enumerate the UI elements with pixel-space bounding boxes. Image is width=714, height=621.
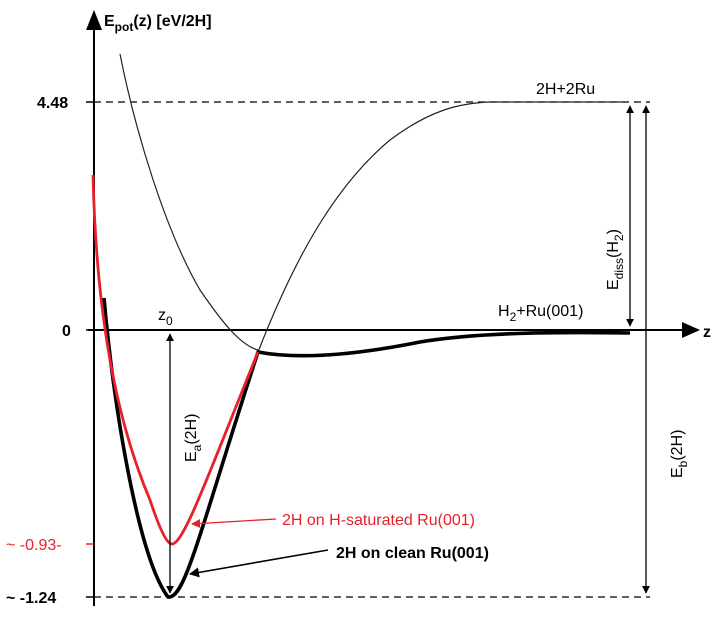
- black-curve-label: 2H on clean Ru(001): [336, 545, 489, 562]
- red-curve-label: 2H on H-saturated Ru(001): [282, 512, 475, 529]
- eb-rest: (2H): [669, 430, 686, 461]
- eb-label: Eb(2H): [669, 430, 690, 478]
- ediss-sub: diss: [612, 258, 626, 279]
- z0-label: z0: [158, 307, 173, 328]
- ediss-end: ): [605, 229, 622, 234]
- red-curve-pointer: [191, 518, 277, 529]
- y-axis-label-rest: (z) [eV/2H]: [133, 13, 211, 30]
- mid-state-rest: +Ru(001): [516, 303, 583, 320]
- tick-label-minus-0.93: ~ -0.93-: [6, 537, 62, 554]
- eb-sub: b: [676, 460, 690, 467]
- y-axis-arrowhead: [86, 10, 102, 30]
- ea-sub: a: [190, 444, 204, 451]
- y-axis-label: Epot(z) [eV/2H]: [104, 13, 212, 34]
- clean-ru-curve: [102, 297, 631, 599]
- mid-state-sub: 2: [510, 310, 517, 324]
- atomic-2h-curve: [257, 101, 625, 353]
- black-curve-pointer: [189, 549, 329, 578]
- h2-molecular-curve: [119, 53, 259, 351]
- mid-state-main: H: [498, 303, 510, 320]
- z0-sub: 0: [166, 314, 173, 328]
- ediss-mid: (H: [605, 241, 622, 258]
- x-axis-arrowhead: [682, 322, 700, 338]
- eb-main: E: [669, 467, 686, 478]
- top-state-label: 2H+2Ru: [536, 81, 595, 98]
- ea-label: Ea(2H): [183, 414, 204, 462]
- tick-label-minus-1.24: ~ -1.24: [6, 590, 56, 607]
- x-axis-label: z: [703, 324, 711, 341]
- ea-main: E: [183, 451, 200, 462]
- ediss-label: Ediss(H2): [605, 229, 626, 290]
- tick-label-4.48: 4.48: [37, 95, 68, 112]
- z0-main: z: [158, 307, 166, 324]
- ediss-main: E: [605, 279, 622, 290]
- tick-label-zero: 0: [62, 323, 71, 340]
- y-axis-label-main: E: [104, 13, 115, 30]
- y-axis-label-sub: pot: [115, 20, 134, 34]
- saturated-ru-curve: [91, 174, 260, 546]
- ea-rest: (2H): [183, 414, 200, 445]
- ediss-sub2: 2: [612, 234, 626, 241]
- mid-state-label: H2+Ru(001): [498, 303, 583, 324]
